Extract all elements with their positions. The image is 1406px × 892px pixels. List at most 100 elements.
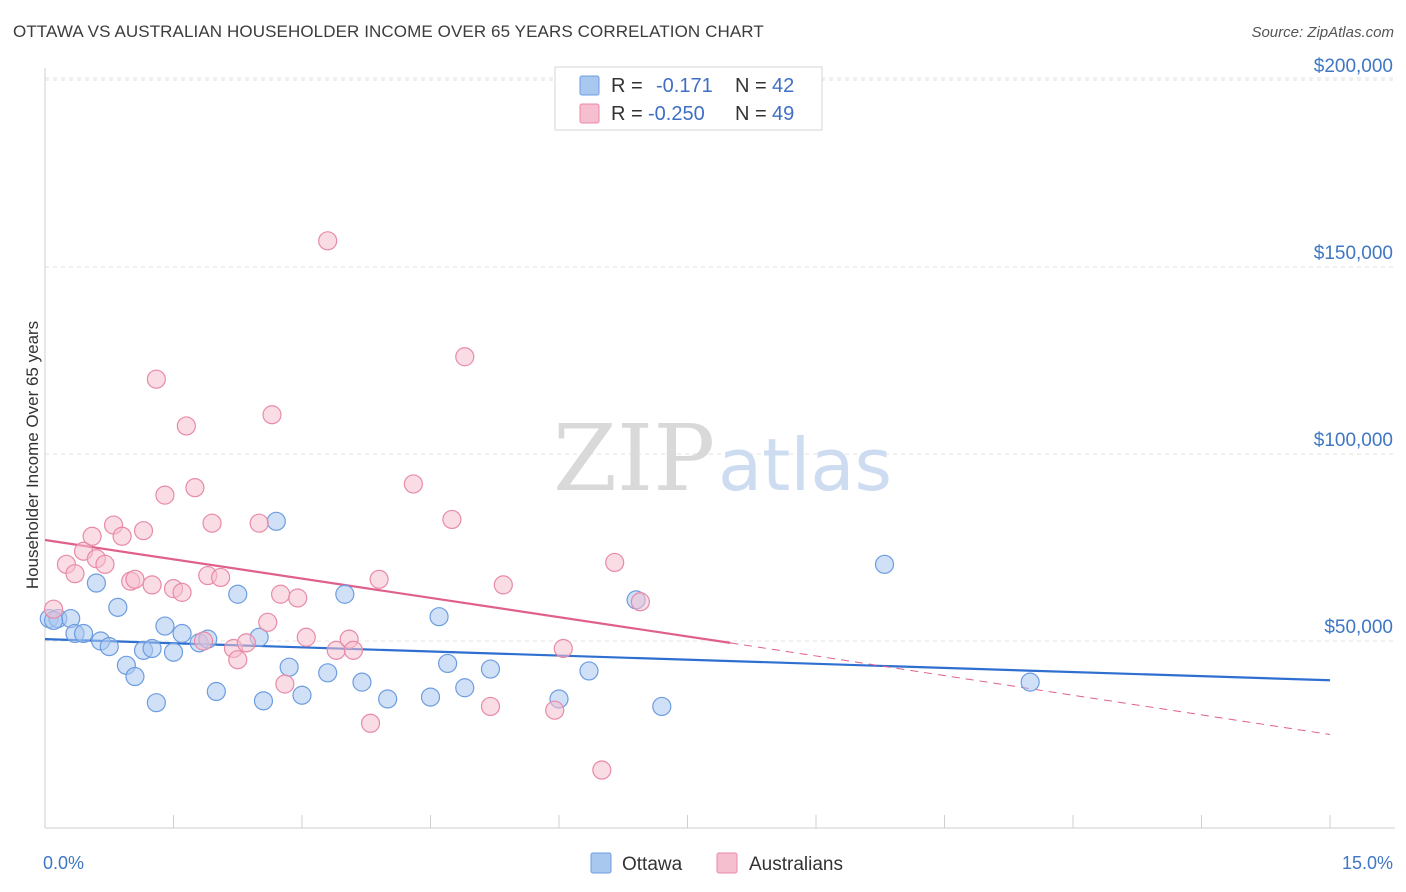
point-australians-47 [605,552,625,573]
point-australians-46 [592,760,612,780]
legend-r-label-ottawa: R = [611,75,643,97]
point-ottawa-25 [292,685,312,705]
y-tick-label-1: $100,000 [1314,430,1393,451]
grid-lines [45,77,1395,642]
legend-swatch-australians [579,103,600,124]
point-ottawa-29 [378,689,398,709]
trend-lines [44,538,1331,735]
point-australians-19 [193,631,214,651]
series-legend: Ottawa Australians [590,852,843,875]
point-australians-37 [360,713,381,733]
point-australians-12 [142,575,162,595]
point-australians-39 [403,474,423,494]
point-australians-27 [258,612,278,632]
trend-line-australians [44,538,731,644]
legend-n-label-ottawa: N = [735,75,767,97]
series-legend-label-australians: Australians [749,854,843,875]
point-ottawa-23 [266,511,286,531]
chart-title: OTTAWA VS AUSTRALIAN HOUSEHOLDER INCOME … [13,22,764,41]
point-australians-25 [236,633,256,653]
point-ottawa-27 [335,584,355,604]
point-australians-24 [228,650,248,670]
point-australians-17 [176,416,196,436]
point-ottawa-10 [125,666,145,687]
y-tick-label-0: $50,000 [1324,617,1393,638]
source-label: Source: ZipAtlas.com [1251,24,1394,41]
legend-n-value-australians: 49 [772,103,794,125]
point-australians-26 [249,513,269,533]
legend-r-value-australians: -0.250 [648,103,705,125]
point-australians-18 [185,478,205,498]
point-australians-16 [172,582,192,602]
series-legend-swatch-australians [716,852,738,874]
point-australians-40 [442,509,462,530]
point-australians-28 [262,405,282,425]
y-tick-label-2: $150,000 [1314,243,1393,264]
point-australians-41 [455,347,475,367]
data-points [39,231,1040,780]
point-ottawa-15 [163,642,184,662]
point-ottawa-24 [279,657,299,677]
point-australians-45 [553,638,573,659]
y-axis-label: Householder Income Over 65 years [23,321,42,589]
watermark-atlas: atlas [718,423,892,507]
point-australians-33 [318,231,338,251]
point-ottawa-28 [352,672,372,692]
trend-line-dashed-australians [730,642,1331,735]
point-australians-38 [369,569,389,589]
point-ottawa-38 [652,696,672,717]
point-ottawa-16 [172,623,192,644]
point-australians-8 [112,526,132,546]
x-tick-label-0: 0.0% [43,853,84,873]
point-ottawa-34 [480,659,501,679]
point-ottawa-4 [73,623,94,644]
x-tick-labels: 0.0% 15.0% [43,853,1393,873]
point-australians-42 [480,696,501,717]
point-ottawa-19 [206,681,226,702]
point-australians-6 [95,554,115,574]
point-ottawa-33 [455,678,475,698]
legend-n-label-australians: N = [735,103,767,125]
watermark-zip: ZIP [553,405,715,512]
point-australians-29 [270,584,291,604]
point-ottawa-31 [429,607,449,627]
watermark: ZIP atlas [553,405,892,512]
legend-swatch-ottawa [579,75,600,96]
point-australians-10 [125,569,145,589]
point-ottawa-5 [86,573,107,593]
point-ottawa-26 [318,663,338,683]
point-australians-48 [630,592,650,612]
point-ottawa-7 [99,637,119,657]
point-ottawa-30 [420,687,441,707]
series-legend-label-ottawa: Ottawa [622,854,683,875]
axes [44,68,1395,829]
point-ottawa-40 [1020,672,1040,692]
y-tick-labels: $50,000 $100,000 $150,000 $200,000 [1314,56,1393,638]
point-ottawa-14 [155,616,175,636]
x-tick-label-1: 15.0% [1342,853,1393,873]
point-australians-22 [211,567,231,588]
point-australians-36 [343,640,363,660]
point-australians-31 [288,588,308,608]
point-ottawa-20 [228,584,248,604]
legend-r-label-australians: R = [611,103,643,125]
point-australians-30 [275,674,295,694]
point-ottawa-8 [108,597,128,617]
point-australians-11 [133,521,154,541]
legend-r-value-ottawa: -0.171 [656,75,713,97]
point-ottawa-12 [142,638,162,659]
point-australians-44 [545,700,565,720]
point-ottawa-36 [579,661,599,681]
point-australians-43 [493,575,513,595]
point-australians-4 [82,526,102,546]
point-australians-32 [296,627,316,647]
point-ottawa-32 [438,653,458,674]
point-ottawa-13 [146,693,166,713]
legend-n-value-ottawa: 42 [772,75,794,97]
point-ottawa-39 [874,554,895,574]
point-australians-2 [65,564,85,584]
point-australians-14 [155,485,175,505]
point-australians-21 [202,513,222,533]
point-australians-0 [43,599,64,619]
